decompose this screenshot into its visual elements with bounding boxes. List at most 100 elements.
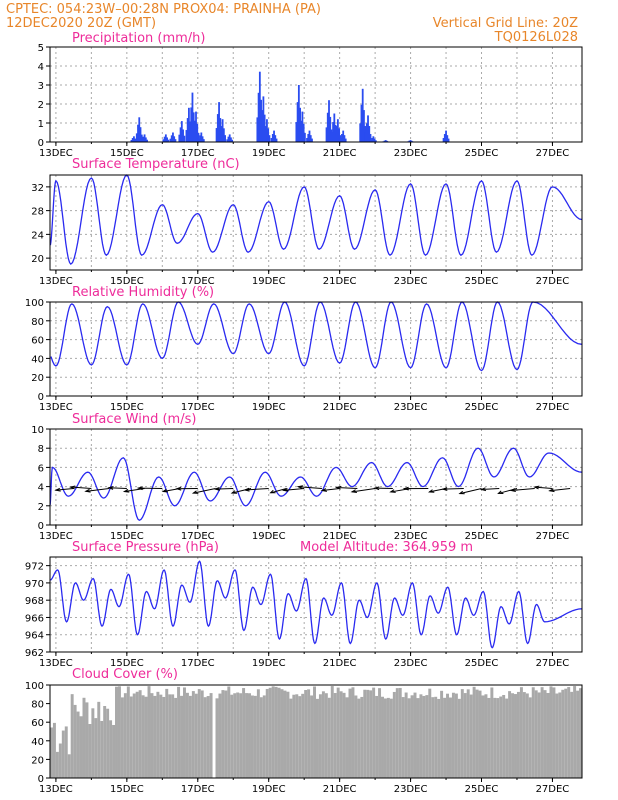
precipitation-bar: [274, 135, 277, 142]
cloud-cover-bar: [180, 695, 183, 778]
precipitation-bar: [371, 138, 373, 142]
cloud-cover-bar: [425, 695, 429, 778]
wind-vector: [459, 488, 482, 495]
cloud-cover-bar: [493, 697, 497, 778]
wind-vector: [108, 487, 127, 490]
humidity-frame: [49, 301, 583, 397]
x-tick-label: 23DEC: [394, 148, 428, 159]
cloud-cover-bar: [407, 698, 411, 778]
cloud-cover-bar: [381, 696, 384, 778]
y-tick-label: 40: [31, 737, 44, 748]
x-tick-label: 23DEC: [394, 402, 428, 413]
x-tick-label: 15DEC: [110, 402, 144, 413]
cloud-cover-bar: [336, 687, 340, 778]
cloud-cover-bar: [386, 697, 390, 778]
cloud-cover-bar: [185, 692, 189, 778]
wind-vector-head: [428, 489, 435, 493]
cloud-cover-bar: [156, 691, 160, 778]
precipitation-bar: [360, 104, 363, 142]
cloud-cover-bar: [153, 695, 157, 778]
x-tick-label: 25DEC: [465, 276, 499, 287]
wind-vector-head: [548, 488, 555, 493]
precipitation-bar: [332, 122, 334, 142]
cloud-cover-bar: [463, 693, 467, 778]
cloud-cover-bar: [256, 689, 260, 778]
wind-vector-head: [84, 488, 91, 493]
temperature-frame: [49, 174, 583, 271]
precipitation-bar: [307, 134, 310, 142]
precipitation-bar: [330, 132, 333, 142]
wind-vector: [231, 488, 252, 494]
y-tick-label: 3: [38, 81, 44, 92]
header-run-time: 12DEC2020 20Z (GMT): [6, 16, 156, 31]
wind-vector-head: [107, 486, 114, 490]
cloud-cover-bar: [576, 690, 580, 778]
wind-vector: [270, 488, 287, 494]
cloud-cover-bar: [528, 697, 532, 778]
precipitation-bar: [134, 138, 137, 142]
wind-vector-head: [373, 486, 380, 491]
precipitation-bar: [267, 128, 270, 142]
cloud-cover-bar: [138, 690, 142, 778]
cloud-cover-bar: [567, 687, 571, 778]
cloud-cover-bar: [227, 686, 231, 778]
precipitation-bar: [374, 140, 377, 142]
precipitation-bar: [146, 139, 148, 142]
wind-vector: [534, 486, 553, 490]
cloud-cover-bar: [454, 693, 458, 778]
cloud-cover-bar: [61, 730, 65, 778]
precipitation-bar: [263, 114, 266, 142]
precipitation-bar: [410, 140, 413, 142]
precipitation-bar: [442, 138, 445, 142]
x-tick-label: 23DEC: [394, 784, 428, 795]
precipitation-bar: [166, 137, 168, 142]
precipitation-bar: [334, 134, 337, 142]
cloud-cover-bar: [419, 694, 423, 778]
cloud-cover-bar: [496, 698, 500, 778]
precipitation-bar: [197, 138, 200, 142]
cloud-cover-bar: [443, 697, 447, 778]
y-tick-label: 1: [38, 119, 44, 130]
cloud-cover-bar: [277, 687, 281, 778]
x-tick-label: 23DEC: [394, 531, 428, 542]
x-tick-label: 21DEC: [323, 531, 357, 542]
cloud-cover-bar: [162, 696, 166, 778]
cloud-cover-bar: [552, 687, 556, 778]
wind-speed-line: [49, 447, 582, 521]
precipitation-bar: [271, 134, 274, 142]
precipitation-bar: [329, 116, 332, 142]
x-tick-label: 15DEC: [110, 784, 144, 795]
cloud-cover-bar: [271, 686, 275, 778]
x-tick-label: 15DEC: [110, 658, 144, 669]
precipitation-bar: [131, 138, 134, 142]
cloud-cover-bar: [313, 686, 316, 778]
x-tick-label: 27DEC: [536, 276, 570, 287]
cloud-cover-bar: [525, 693, 529, 778]
cloud-cover-bar: [395, 688, 399, 778]
cloud-cover-bar: [171, 694, 175, 778]
precipitation-bar: [372, 136, 375, 142]
wind-vector-head: [161, 488, 169, 493]
cloud-cover-bar: [265, 688, 269, 778]
model-altitude-label: Model Altitude: 364.959 m: [300, 540, 473, 555]
precipitation-bar: [202, 139, 205, 142]
cloud-cover-bar: [239, 693, 243, 778]
cloud-cover-bar: [366, 689, 370, 778]
cloud-cover-bar: [505, 698, 509, 778]
cloud-cover-bar: [345, 697, 349, 778]
wind-vector: [55, 488, 74, 491]
precipitation-bar: [306, 138, 308, 142]
precipitation-bar: [384, 140, 387, 142]
wind-vector: [215, 488, 234, 490]
precipitation-bar: [342, 130, 345, 142]
x-tick-label: 19DEC: [252, 148, 286, 159]
y-tick-label: 4: [38, 483, 44, 494]
cloud-cover-bar: [280, 689, 284, 778]
x-tick-label: 15DEC: [110, 531, 144, 542]
x-tick-label: 13DEC: [39, 402, 73, 413]
precipitation-bar: [197, 132, 200, 142]
wind-vector-head: [122, 488, 130, 493]
precipitation-bar: [163, 136, 166, 142]
precipitation-bar: [270, 138, 273, 142]
cloud-cover-bar: [268, 687, 272, 778]
